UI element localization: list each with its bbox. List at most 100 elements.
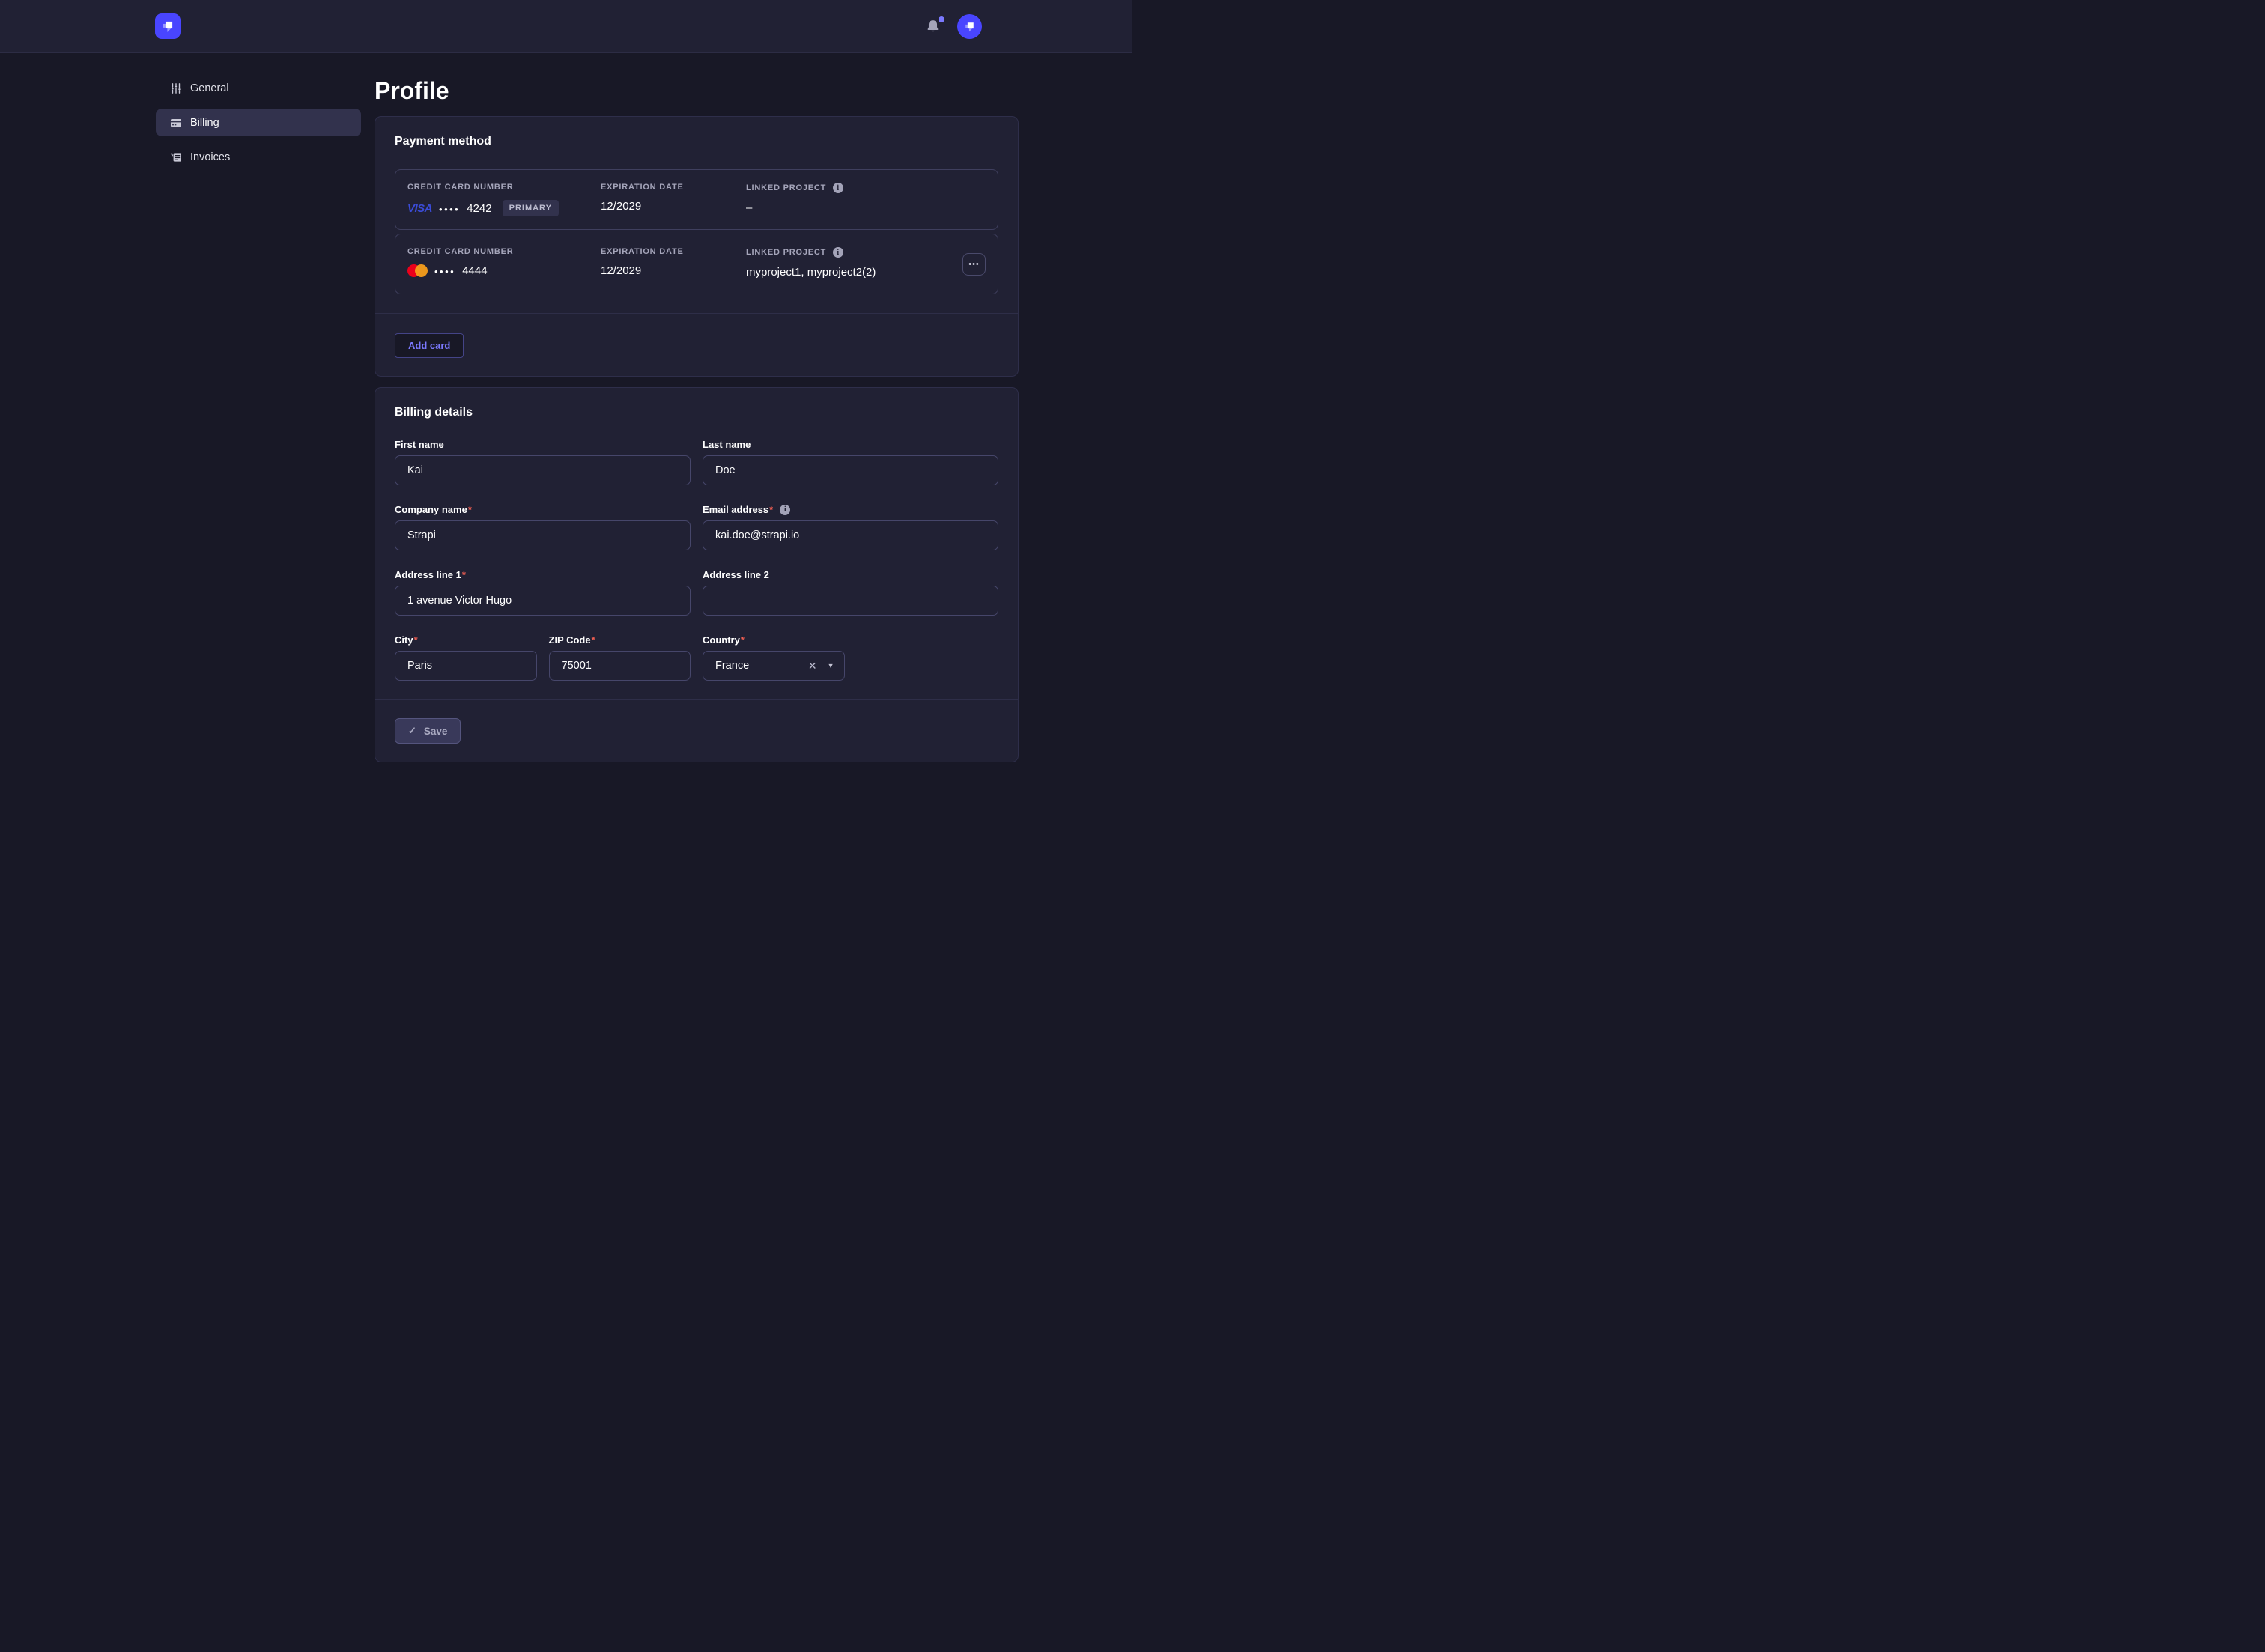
zip-code-field-group: ZIP Code *	[548, 634, 691, 681]
address-line-1-field-group: Address line 1 *	[395, 569, 691, 616]
card-last4: 4444	[462, 264, 488, 277]
notifications-bell-icon[interactable]	[926, 16, 944, 34]
address-line-1-label: Address line 1	[395, 569, 461, 580]
country-label: Country	[703, 634, 740, 646]
city-zip-row: City * ZIP Code *	[395, 634, 691, 681]
chevron-down-icon: ▼	[827, 662, 834, 669]
company-name-field-group: Company name *	[395, 504, 691, 550]
country-select[interactable]: France ✕ ▼	[703, 651, 845, 681]
required-asterisk: *	[461, 569, 466, 580]
invoice-icon	[170, 151, 182, 163]
linked-project-label: LINKED PROJECT	[746, 183, 827, 192]
country-row: Country * France ✕ ▼	[703, 634, 998, 681]
sidebar-item-invoices[interactable]: Invoices	[156, 143, 361, 171]
address-line-1-input[interactable]	[395, 586, 691, 616]
main-content: Profile Payment method CREDIT CARD NUMBE…	[375, 53, 1019, 792]
country-row-spacer	[857, 634, 999, 681]
sidebar-item-label: Billing	[190, 116, 219, 129]
zip-code-label: ZIP Code	[548, 634, 591, 646]
first-name-field-group: First name	[395, 439, 691, 485]
credit-card-number-label: CREDIT CARD NUMBER	[407, 183, 514, 192]
city-input[interactable]	[395, 651, 537, 681]
linked-project-column: LINKED PROJECT i –	[746, 183, 986, 214]
last-name-label: Last name	[703, 439, 751, 450]
payment-method-panel: Payment method CREDIT CARD NUMBER VISA •…	[375, 116, 1019, 377]
required-asterisk: *	[591, 634, 595, 646]
info-icon[interactable]: i	[833, 183, 844, 193]
info-icon[interactable]: i	[780, 504, 791, 515]
save-button-label: Save	[423, 725, 448, 737]
card-list: CREDIT CARD NUMBER VISA •••• 4242 PRIMAR…	[395, 169, 998, 294]
billing-details-panel: Billing details First name Last name	[375, 387, 1019, 762]
first-name-label: First name	[395, 439, 444, 450]
strapi-logo[interactable]	[155, 13, 181, 39]
add-card-button[interactable]: Add card	[395, 333, 464, 358]
billing-form: First name Last name Company name *	[395, 439, 998, 681]
expiration-date-label: EXPIRATION DATE	[601, 183, 684, 192]
settings-sidebar: General Billing	[156, 74, 361, 177]
masked-digits: ••••	[434, 266, 456, 277]
card-number-value: VISA •••• 4242 PRIMARY	[407, 200, 601, 216]
required-asterisk: *	[740, 634, 745, 646]
payment-panel-divider	[375, 313, 1018, 314]
address-line-2-label: Address line 2	[703, 569, 769, 580]
card-expiration-column: EXPIRATION DATE 12/2029	[601, 247, 746, 277]
card-number-column: CREDIT CARD NUMBER •••• 4444	[407, 247, 601, 277]
info-icon[interactable]: i	[833, 247, 844, 258]
check-icon: ✓	[408, 725, 416, 736]
faders-icon	[170, 82, 182, 94]
company-name-input[interactable]	[395, 520, 691, 550]
header-actions	[926, 13, 982, 39]
linked-project-value: myproject1, myproject2(2)	[746, 266, 876, 279]
ellipsis-icon: •••	[968, 259, 980, 269]
required-asterisk: *	[413, 634, 418, 646]
email-field-group: Email address * i	[703, 504, 998, 550]
required-asterisk: *	[467, 504, 472, 515]
card-number-column: CREDIT CARD NUMBER VISA •••• 4242 PRIMAR…	[407, 183, 601, 216]
save-button[interactable]: ✓ Save	[395, 718, 461, 744]
credit-card-icon	[170, 117, 182, 129]
last-name-input[interactable]	[703, 455, 998, 485]
page-layout: General Billing	[0, 53, 1132, 792]
sidebar-item-general[interactable]: General	[156, 74, 361, 102]
zip-code-input[interactable]	[548, 651, 691, 681]
mastercard-logo	[407, 264, 428, 277]
address-line-2-field-group: Address line 2	[703, 569, 998, 616]
last-name-field-group: Last name	[703, 439, 998, 485]
expiration-date-value: 12/2029	[601, 264, 642, 277]
sidebar-item-label: Invoices	[190, 151, 231, 163]
credit-card-number-label: CREDIT CARD NUMBER	[407, 247, 514, 256]
payment-method-heading: Payment method	[395, 135, 491, 148]
card-expiration-column: EXPIRATION DATE 12/2029	[601, 183, 746, 213]
country-select-value: France	[715, 660, 750, 672]
strapi-logo-icon	[163, 21, 173, 32]
card-number-value: •••• 4444	[407, 264, 601, 277]
linked-project-value: –	[746, 201, 753, 214]
clear-icon[interactable]: ✕	[807, 659, 817, 672]
user-avatar[interactable]	[957, 13, 982, 39]
primary-badge: PRIMARY	[502, 200, 559, 216]
visa-logo: VISA	[407, 201, 433, 215]
billing-details-heading: Billing details	[395, 406, 473, 419]
address-line-2-input[interactable]	[703, 586, 998, 616]
bell-glyph	[927, 20, 939, 32]
card-row-visa: CREDIT CARD NUMBER VISA •••• 4242 PRIMAR…	[395, 169, 998, 230]
linked-project-column: LINKED PROJECT i myproject1, myproject2(…	[746, 247, 986, 279]
sidebar-item-label: General	[190, 82, 229, 94]
city-field-group: City *	[395, 634, 537, 681]
company-name-label: Company name	[395, 504, 467, 515]
email-label: Email address	[703, 504, 769, 515]
email-input[interactable]	[703, 520, 998, 550]
linked-project-label: LINKED PROJECT	[746, 248, 827, 257]
top-header	[0, 0, 1132, 53]
mastercard-orange-circle	[415, 264, 428, 277]
country-field-group: Country * France ✕ ▼	[703, 634, 845, 681]
expiration-date-value: 12/2029	[601, 200, 642, 213]
billing-panel-divider	[375, 699, 1018, 700]
required-asterisk: *	[769, 504, 774, 515]
notification-dot	[939, 16, 944, 22]
sidebar-item-billing[interactable]: Billing	[156, 109, 361, 136]
card-row-mastercard: CREDIT CARD NUMBER •••• 4444 EXPIRATION …	[395, 234, 998, 294]
first-name-input[interactable]	[395, 455, 691, 485]
card-actions-menu-button[interactable]: •••	[962, 252, 986, 276]
